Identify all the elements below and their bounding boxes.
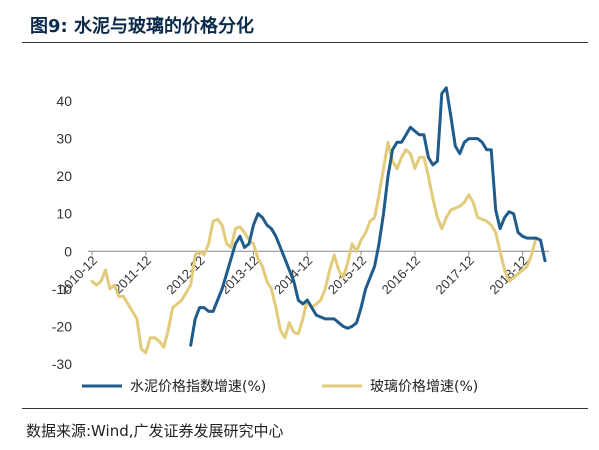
x-tick-label: 2014-12: [271, 253, 315, 297]
y-tick-label: 30: [56, 131, 72, 147]
y-axis-ticks: 40 30 20 10 0 -10 -20 -30: [52, 93, 72, 372]
y-tick-label: -30: [52, 356, 72, 372]
x-tick-label: 2013-12: [217, 253, 261, 297]
x-axis-ticks: 2010-12 2011-12 2012-12 2013-12 2014-12 2015-…: [56, 251, 531, 297]
y-tick-label: -20: [52, 318, 72, 334]
x-tick-label: 2010-12: [56, 253, 100, 297]
bottom-rule: [22, 408, 588, 409]
x-tick-label: 2017-12: [433, 253, 477, 297]
line-chart: 40 30 20 10 0 -10 -20 -30 2010-12 2011-12 2012-12…: [52, 86, 549, 395]
data-source-note: 数据来源:Wind,广发证券发展研究中心: [26, 422, 284, 440]
series-line-1: [90, 140, 538, 355]
y-tick-label: 20: [56, 168, 72, 184]
y-tick-label: 10: [56, 206, 72, 222]
x-tick-label: 2012-12: [163, 253, 207, 297]
x-tick-label: 2018-12: [486, 253, 530, 297]
legend-label-1: 玻璃价格增速(%): [370, 378, 478, 395]
y-tick-label: -10: [52, 281, 72, 297]
y-tick-label: 0: [64, 243, 72, 259]
y-tick-label: 40: [56, 93, 72, 109]
legend: 水泥价格指数增速(%) 玻璃价格增速(%): [82, 378, 478, 395]
series-line-0: [189, 86, 547, 347]
legend-label-0: 水泥价格指数增速(%): [130, 379, 266, 395]
top-rule: [22, 42, 588, 43]
series-lines: [90, 86, 547, 355]
x-tick-label: 2016-12: [379, 253, 423, 297]
figure-title: 图9: 水泥与玻璃的价格分化: [30, 16, 254, 37]
